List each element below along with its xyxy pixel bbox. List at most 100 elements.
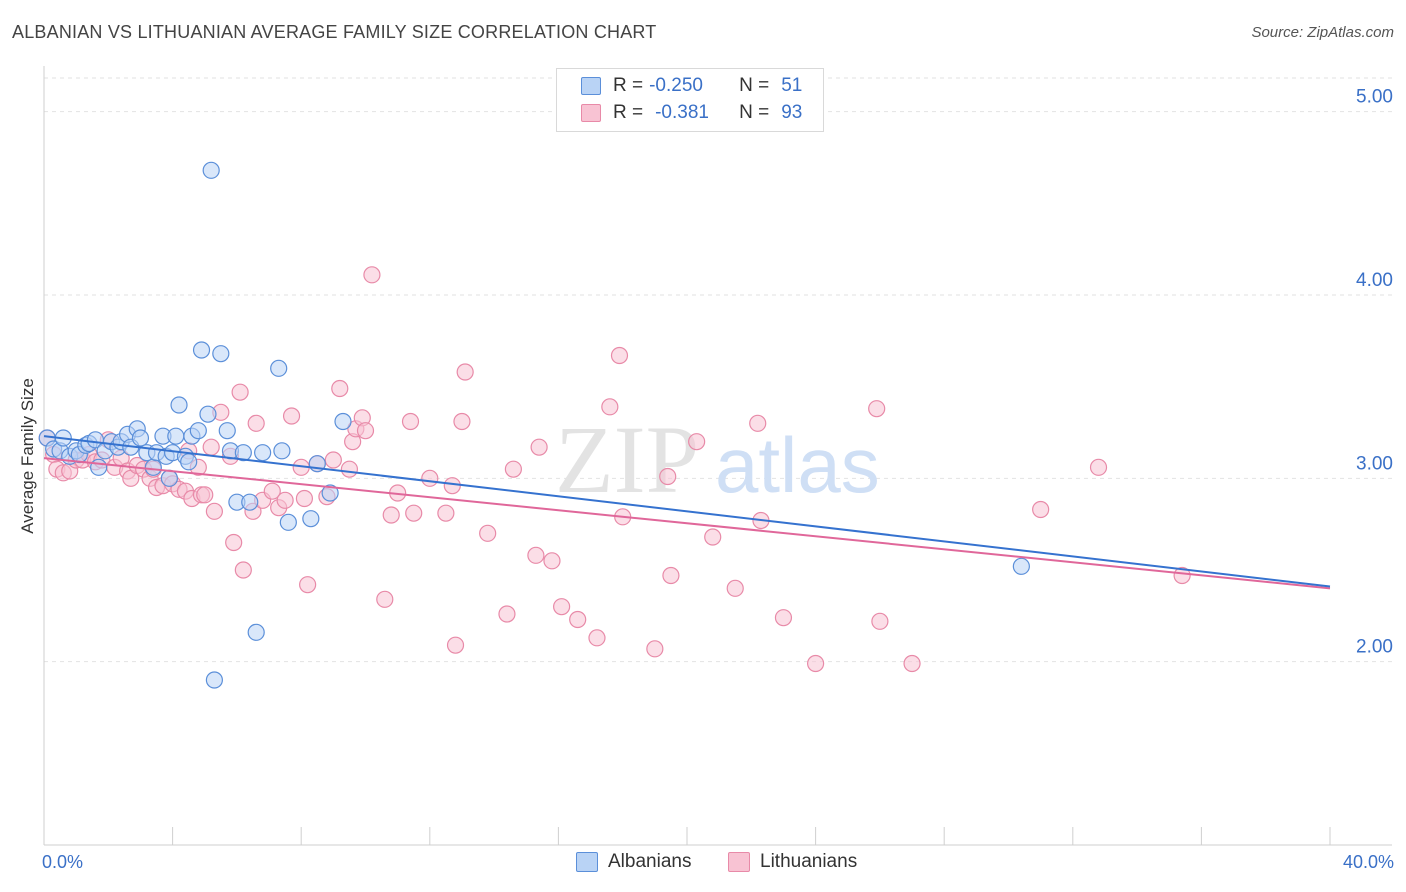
lithuanian-point (443, 477, 461, 495)
albanian-point (218, 422, 236, 440)
watermark: ZIP atlas (555, 406, 880, 513)
albanian-point (273, 442, 291, 460)
lithuanian-point (688, 433, 706, 451)
lithuanian-point (662, 566, 680, 585)
n-label: N = (739, 102, 770, 123)
bottom-legend-lithuanians: Lithuanians (728, 851, 857, 873)
lithuanian-point (868, 400, 886, 418)
lithuanian-point (659, 467, 677, 486)
axes (43, 66, 1392, 846)
y-tick-label: 5.00 (1356, 87, 1393, 108)
lithuanian-point (704, 528, 722, 546)
x-tick-label-max: 40.0% (1342, 852, 1394, 872)
lithuanian-point (504, 460, 522, 478)
lithuanian-point (202, 438, 220, 456)
lithuanian-point (749, 414, 767, 432)
legend-row-albanians: R = -0.250 N = 51 (581, 73, 802, 99)
albanian-point (234, 444, 252, 462)
lithuanian-point (196, 486, 214, 504)
albanians-points (38, 161, 1030, 689)
lithuanian-point (726, 579, 744, 597)
lithuanians-swatch (728, 852, 750, 872)
albanian-point (247, 623, 265, 641)
albanian-point (279, 513, 297, 531)
albanian-point (144, 458, 162, 476)
albanian-point (205, 671, 223, 689)
lithuanian-point (340, 460, 359, 478)
albanian-point (302, 510, 320, 528)
lithuanian-point (774, 609, 793, 627)
lithuanian-point (569, 610, 587, 629)
lithuanian-point (363, 266, 381, 284)
lithuanian-point (356, 422, 375, 440)
r-value-albanians: -0.250 (649, 75, 703, 96)
albanian-point (202, 161, 220, 179)
lithuanian-point (903, 654, 921, 673)
y-axis-label: Average Family Size (18, 378, 37, 534)
albanian-point (192, 341, 211, 359)
lithuanian-point (247, 414, 265, 432)
lithuanian-point (610, 346, 629, 365)
r-label: R = (613, 102, 644, 123)
lithuanian-point (543, 552, 561, 570)
lithuanian-point (456, 363, 474, 381)
albanians-legend-label: Albanians (608, 851, 692, 872)
lithuanian-point (282, 407, 301, 425)
lithuanian-point (382, 506, 400, 524)
albanian-point (167, 427, 185, 445)
lithuanian-point (646, 640, 664, 658)
albanian-point (180, 453, 198, 471)
albanians-swatch (576, 852, 598, 872)
watermark-atlas: atlas (715, 421, 880, 509)
lithuanian-point (295, 489, 314, 508)
lithuanian-point (376, 590, 394, 608)
lithuanians-trend-line (43, 457, 1331, 590)
y-tick-label: 4.00 (1356, 270, 1393, 291)
albanian-point (212, 345, 230, 363)
lithuanian-point (1032, 500, 1050, 519)
albanian-point (270, 359, 288, 377)
n-value-albanians: 51 (781, 75, 803, 96)
albanian-point (254, 444, 272, 462)
lithuanians-legend-label: Lithuanians (760, 851, 858, 872)
lithuanian-point (479, 524, 497, 542)
lithuanian-point (324, 451, 342, 469)
albanians-trend-line (43, 435, 1331, 588)
r-value-lithuanians: -0.381 (655, 102, 709, 123)
lithuanian-point (1173, 566, 1191, 585)
albanians-swatch (581, 77, 601, 95)
albanian-point (199, 405, 217, 423)
lithuanian-point (299, 576, 317, 594)
trend-lines (43, 435, 1331, 590)
lithuanian-point (205, 502, 223, 520)
source-label: Source: ZipAtlas.com (1251, 24, 1394, 41)
lithuanian-point (806, 654, 825, 673)
correlation-legend: R = -0.250 N = 51 R = -0.381 N = 93 (556, 68, 824, 132)
albanian-point (189, 422, 207, 440)
bottom-legend-albanians: Albanians (576, 851, 691, 873)
lithuanian-point (331, 379, 349, 398)
lithuanian-point (601, 398, 619, 416)
watermark-zip: ZIP (555, 406, 699, 513)
lithuanian-point (276, 491, 294, 509)
y-tick-label: 2.00 (1356, 637, 1393, 658)
y-tick-labels: 2.00 3.00 4.00 5.00 (1356, 87, 1393, 658)
lithuanian-point (437, 504, 455, 522)
lithuanian-point (553, 598, 571, 616)
albanian-point (160, 469, 178, 487)
lithuanian-point (871, 612, 889, 630)
lithuanian-point (263, 482, 281, 500)
lithuanian-point (401, 412, 420, 431)
lithuanian-point (225, 533, 243, 552)
lithuanian-point (530, 438, 548, 456)
albanian-point (334, 412, 352, 431)
lithuanian-point (446, 636, 465, 654)
lithuanian-point (453, 412, 471, 431)
lithuanian-point (231, 383, 249, 401)
lithuanian-point (498, 605, 516, 623)
n-label: N = (739, 75, 770, 96)
lithuanian-point (1089, 458, 1108, 476)
albanian-point (241, 493, 259, 511)
albanian-point (131, 429, 150, 447)
lithuanian-point (421, 469, 439, 487)
